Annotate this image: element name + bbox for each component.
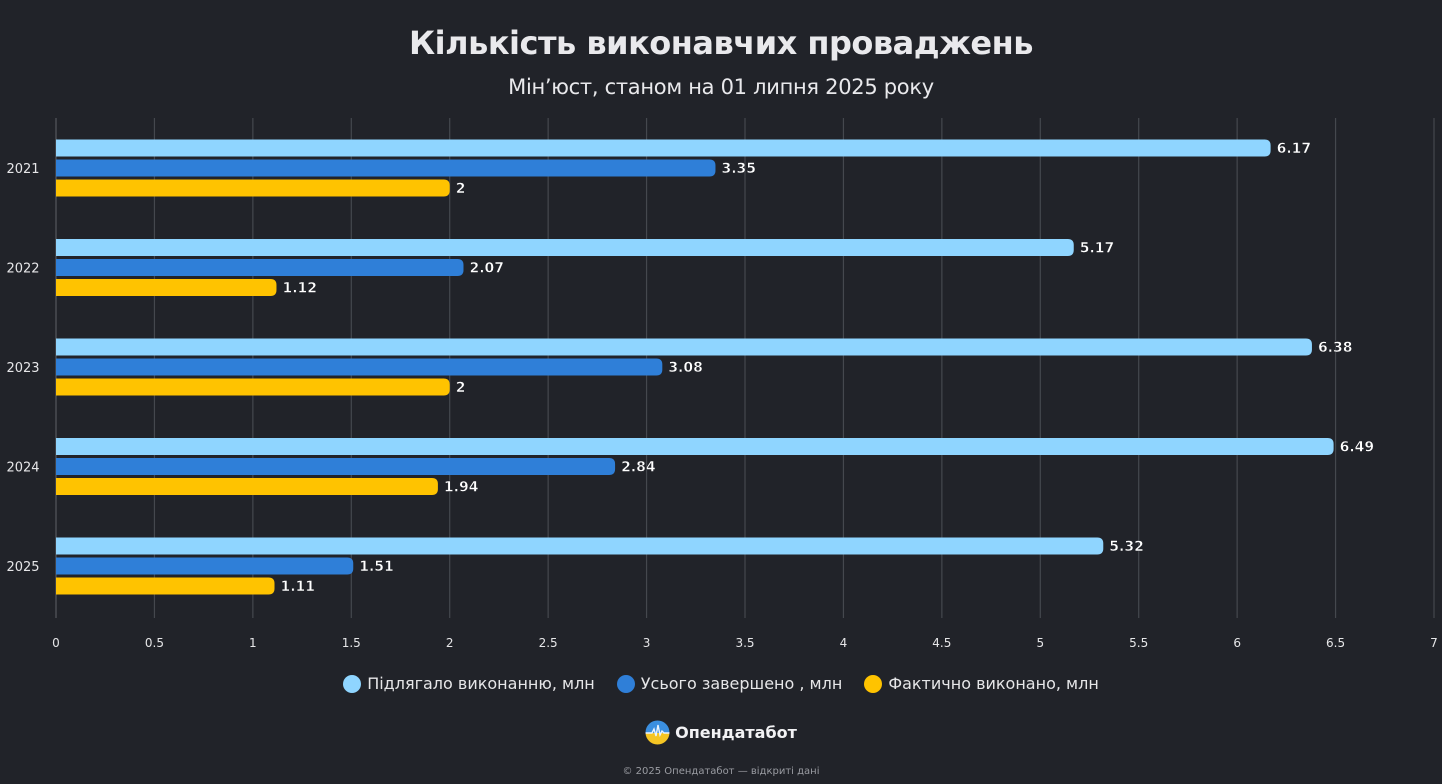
legend-item-executed[interactable]: Фактично виконано, млн bbox=[864, 674, 1099, 693]
x-tick-label: 0.5 bbox=[145, 636, 164, 650]
y-category-label: 2025 bbox=[6, 560, 39, 575]
x-axis-ticks: 0 0.5 1 1.5 2 2.5 3 3.5 4 4.5 5 5.5 6 6.5 7 bbox=[52, 636, 1438, 650]
y-category-label: 2023 bbox=[6, 361, 39, 376]
x-tick-label: 7 bbox=[1430, 636, 1438, 650]
x-tick-label: 5 bbox=[1036, 636, 1044, 650]
legend-item-subject[interactable]: Підлягало виконанню, млн bbox=[343, 674, 595, 693]
legend-item-completed[interactable]: Усього завершено , млн bbox=[616, 674, 843, 693]
x-tick-label: 6.5 bbox=[1326, 636, 1345, 650]
data-label: 5.32 bbox=[1109, 539, 1144, 555]
y-axis-labels: 2021 2022 2023 2024 2025 bbox=[6, 162, 39, 575]
opendatabot-logo-icon bbox=[645, 720, 670, 745]
bar bbox=[56, 557, 354, 575]
data-label: 2.84 bbox=[621, 460, 656, 476]
y-category-label: 2022 bbox=[6, 262, 39, 277]
brand-logo[interactable]: Опендатабот bbox=[0, 720, 1442, 745]
bar bbox=[56, 458, 616, 475]
bar bbox=[56, 537, 1104, 555]
data-label: 1.51 bbox=[359, 559, 394, 575]
legend-dot-icon bbox=[864, 674, 883, 693]
data-label: 3.35 bbox=[721, 161, 756, 177]
bar bbox=[56, 239, 1074, 256]
data-label: 6.17 bbox=[1277, 141, 1312, 157]
bar bbox=[56, 179, 450, 197]
data-label: 5.17 bbox=[1080, 241, 1115, 257]
legend-label: Фактично виконано, млн bbox=[888, 674, 1099, 693]
bar bbox=[56, 338, 1312, 356]
x-tick-label: 4 bbox=[840, 636, 848, 650]
x-tick-label: 1.5 bbox=[342, 636, 361, 650]
x-tick-label: 3.5 bbox=[735, 636, 754, 650]
data-label: 6.38 bbox=[1318, 340, 1353, 356]
bar bbox=[56, 577, 275, 595]
legend: Підлягало виконанню, млн Усього завершен… bbox=[0, 674, 1442, 693]
x-tick-label: 2.5 bbox=[539, 636, 558, 650]
data-label: 6.49 bbox=[1340, 440, 1375, 456]
chart-subtitle: Мін’юст, станом на 01 липня 2025 року bbox=[508, 75, 934, 99]
data-label: 2 bbox=[456, 380, 466, 396]
x-tick-label: 0 bbox=[52, 636, 60, 650]
data-labels: 6.17 3.35 2 5.17 2.07 1.12 6.38 3.08 2 6.49 2.84 1.… bbox=[280, 141, 1375, 596]
bar-chart: 0 0.5 1 1.5 2 2.5 3 3.5 4 4.5 5 5.5 6 6.5 7 2021202220… bbox=[6, 118, 1438, 650]
data-label: 1.94 bbox=[444, 480, 479, 496]
data-label: 3.08 bbox=[668, 360, 703, 376]
bar bbox=[56, 358, 663, 376]
bar bbox=[56, 139, 1271, 157]
legend-label: Підлягало виконанню, млн bbox=[367, 674, 595, 693]
bar bbox=[56, 279, 277, 296]
x-tick-label: 2 bbox=[446, 636, 454, 650]
bar bbox=[56, 478, 438, 495]
x-tick-label: 3 bbox=[643, 636, 651, 650]
data-label: 2.07 bbox=[469, 261, 504, 277]
bar bbox=[56, 159, 716, 177]
brand-name: Опендатабот bbox=[675, 723, 797, 742]
x-tick-label: 6 bbox=[1233, 636, 1241, 650]
legend-dot-icon bbox=[343, 674, 362, 693]
data-label: 1.11 bbox=[281, 579, 316, 595]
bar bbox=[56, 438, 1334, 455]
bar bbox=[56, 378, 450, 396]
bars bbox=[56, 139, 1334, 595]
y-category-label: 2024 bbox=[6, 461, 39, 476]
x-tick-label: 4.5 bbox=[932, 636, 951, 650]
data-label: 1.12 bbox=[282, 281, 317, 297]
y-category-label: 2021 bbox=[6, 162, 39, 177]
x-tick-label: 5.5 bbox=[1129, 636, 1148, 650]
chart-title: Кількість виконавчих проваджень bbox=[409, 24, 1033, 62]
x-tick-label: 1 bbox=[249, 636, 257, 650]
legend-dot-icon bbox=[616, 674, 635, 693]
data-label: 2 bbox=[456, 181, 466, 197]
legend-label: Усього завершено , млн bbox=[640, 674, 843, 693]
bar bbox=[56, 259, 464, 276]
footer-copyright: © 2025 Опендатабот — відкриті дані bbox=[622, 766, 820, 777]
